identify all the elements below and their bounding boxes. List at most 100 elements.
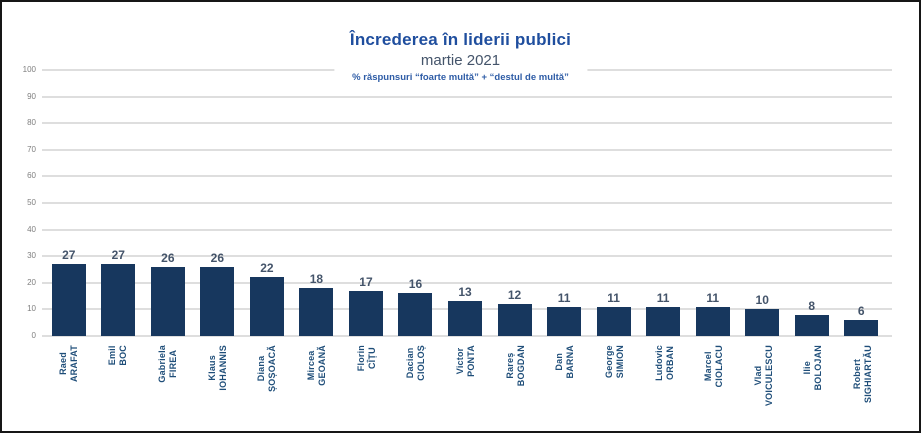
plot-area: 0 10 20 30 40 50 60 70 80 90 100 27 27 26 26 22 18 17 16 1… [23, 65, 892, 340]
chart-title-block: Încrederea în liderii publici martie 202… [333, 28, 588, 86]
category-cell: Klaus IOHANNIS [193, 343, 243, 409]
bar-column: 11 [589, 292, 639, 336]
bar-value-label: 11 [607, 290, 620, 305]
category-label: Ilie BOLOJAN [802, 345, 824, 390]
category-cell: Robert SIGHIARTĂU [838, 343, 888, 409]
gridline [42, 281, 892, 284]
bar [547, 306, 582, 336]
bar-value-label: 12 [507, 288, 522, 303]
bar-column: 22 [242, 262, 292, 336]
category-last-name: CIOLOȘ [416, 345, 427, 381]
bar [794, 314, 829, 336]
chart-note: % răspunsuri “foarte multă” + “destul de… [352, 72, 569, 83]
bar-column: 18 [292, 273, 342, 336]
chart-subtitle: martie 2021 [420, 52, 501, 69]
chart-title: Încrederea în liderii publici [349, 30, 572, 49]
category-last-name: BOGDAN [515, 345, 526, 387]
bar-column: 6 [837, 305, 887, 336]
y-axis-tick-label: 80 [27, 118, 36, 128]
bar-column: 26 [193, 252, 243, 336]
category-label: Vlad VOICULESCU [753, 345, 775, 406]
category-label: Mircea GEOANĂ [306, 345, 328, 386]
category-label: Klaus IOHANNIS [207, 345, 229, 391]
category-first-name: Vlad [752, 365, 763, 386]
gridline [42, 202, 892, 204]
gridline [42, 175, 892, 178]
bar-column: 27 [94, 249, 144, 336]
category-cell: Marcel CIOLACU [689, 343, 739, 409]
bar-column: 11 [638, 292, 688, 336]
y-axis-tick-label: 60 [27, 171, 36, 181]
bar [101, 264, 136, 336]
bar [844, 320, 879, 336]
category-cell: Vlad VOICULESCU [739, 343, 789, 409]
bar [51, 264, 86, 336]
category-last-name: PONTA [465, 345, 476, 377]
category-last-name: CIOLACU [714, 345, 725, 388]
category-first-name: Robert [852, 358, 863, 390]
category-first-name: Mircea [306, 350, 317, 381]
category-first-name: Raed [57, 352, 68, 375]
bar [596, 306, 631, 336]
bar [695, 306, 730, 336]
bar-value-label: 11 [706, 290, 720, 305]
category-cell: Victor PONTA [441, 343, 491, 409]
y-axis-tick-label: 50 [27, 198, 36, 207]
bar-value-label: 16 [408, 277, 423, 292]
bar-column: 13 [440, 286, 490, 336]
category-last-name: SIMION [614, 345, 625, 379]
category-last-name: ȘOȘOACĂ [267, 345, 278, 392]
category-last-name: ARAFAT [68, 345, 79, 383]
category-cell: Emil BOC [94, 343, 144, 409]
bar-value-label: 22 [260, 261, 274, 276]
y-axis-tick-label: 30 [27, 251, 36, 261]
category-cell: Mircea GEOANĂ [292, 343, 342, 409]
category-cell: Gabriela FIREA [143, 343, 193, 409]
y-axis-tick-label: 10 [27, 304, 36, 314]
category-cell: Ilie BOLOJAN [789, 343, 839, 409]
bar [348, 290, 383, 336]
bar-value-label: 18 [309, 272, 324, 287]
bar-value-label: 11 [557, 290, 571, 305]
bar [249, 277, 284, 336]
bar-column: 27 [44, 249, 94, 336]
bar-value-label: 6 [857, 304, 865, 319]
bar-value-label: 26 [210, 250, 225, 265]
category-label: Raed ARAFAT [58, 345, 80, 382]
bar [200, 266, 235, 336]
category-first-name: Ludovic [653, 345, 664, 381]
category-last-name: BOC [118, 345, 129, 366]
category-label: Marcel CIOLACU [703, 345, 725, 387]
category-label: Dacian CIOLOȘ [405, 345, 427, 381]
bar-value-label: 11 [656, 290, 670, 305]
bar-column: 12 [490, 289, 540, 336]
bar-value-label: 10 [755, 293, 769, 308]
category-label: Dan BARNA [554, 345, 576, 379]
category-last-name: VOICULESCU [763, 345, 774, 407]
category-cell: Dacian CIOLOȘ [391, 343, 441, 409]
gridline [42, 95, 892, 98]
category-label: Emil BOC [107, 345, 129, 366]
y-axis-tick-label: 20 [27, 277, 36, 287]
bar [398, 293, 433, 336]
gridline [42, 228, 892, 231]
category-first-name: Diana [256, 355, 267, 382]
bar [150, 266, 185, 336]
category-cell: Rareș BOGDAN [491, 343, 541, 409]
bar-column: 16 [391, 278, 441, 336]
category-last-name: IOHANNIS [217, 345, 228, 391]
bar-value-label: 17 [359, 274, 373, 289]
category-label: George SIMION [604, 345, 626, 378]
category-first-name: Victor [454, 347, 465, 375]
category-label: Victor PONTA [455, 345, 477, 377]
category-first-name: Rareș [504, 352, 515, 379]
category-last-name: BARNA [565, 345, 576, 379]
gridline [42, 255, 892, 258]
category-labels: Raed ARAFAT Emil BOC Gabriela FIREA Klaus IOHAN… [44, 343, 888, 409]
gridline [42, 148, 892, 151]
category-cell: Ludovic ORBAN [640, 343, 690, 409]
category-last-name: ORBAN [664, 345, 675, 380]
category-first-name: Klaus [206, 355, 217, 381]
y-axis-tick-label: 100 [22, 65, 36, 74]
bar [646, 306, 681, 336]
